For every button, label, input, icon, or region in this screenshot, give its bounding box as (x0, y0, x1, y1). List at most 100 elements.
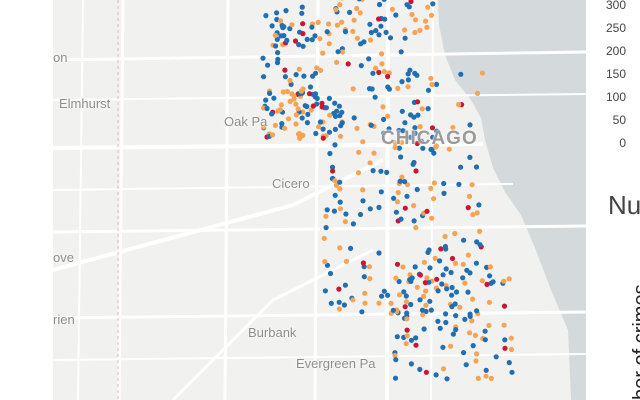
crime-point[interactable] (509, 369, 515, 375)
crime-point[interactable] (400, 128, 406, 134)
crime-point[interactable] (323, 105, 329, 111)
crime-point[interactable] (360, 139, 366, 145)
crime-point[interactable] (487, 264, 493, 270)
crime-point[interactable] (326, 95, 332, 101)
crime-point[interactable] (423, 18, 429, 24)
crime-point[interactable] (412, 125, 418, 131)
crime-point[interactable] (408, 301, 414, 308)
crime-point[interactable] (357, 211, 364, 218)
crime-point[interactable] (328, 300, 334, 306)
crime-point[interactable] (398, 216, 404, 222)
crime-point[interactable] (422, 280, 428, 286)
crime-point[interactable] (403, 299, 409, 305)
crime-point[interactable] (501, 303, 508, 309)
crime-point[interactable] (461, 350, 467, 356)
crime-point[interactable] (452, 230, 458, 237)
crime-point[interactable] (397, 178, 403, 184)
crime-point[interactable] (404, 310, 410, 316)
crime-point[interactable] (376, 1, 383, 8)
crime-point[interactable] (334, 59, 340, 65)
crime-point[interactable] (402, 35, 408, 41)
crime-point[interactable] (264, 105, 270, 112)
crime-point[interactable] (441, 180, 447, 187)
crime-point[interactable] (437, 325, 443, 331)
crime-point[interactable] (433, 144, 439, 150)
crime-point[interactable] (462, 280, 468, 286)
crime-point[interactable] (453, 327, 459, 333)
crime-point[interactable] (441, 190, 447, 196)
crime-point[interactable] (263, 13, 269, 19)
crime-point[interactable] (417, 124, 423, 130)
crime-point[interactable] (310, 103, 316, 109)
crime-point[interactable] (308, 107, 314, 113)
crime-point[interactable] (326, 129, 333, 135)
crime-point[interactable] (433, 372, 439, 378)
crime-point[interactable] (413, 168, 419, 174)
crime-point[interactable] (484, 264, 490, 270)
crime-point[interactable] (362, 290, 368, 296)
crime-point[interactable] (474, 351, 480, 357)
crime-point[interactable] (337, 2, 343, 8)
crime-point[interactable] (263, 97, 269, 103)
crime-point[interactable] (295, 106, 301, 112)
crime-point[interactable] (270, 132, 276, 138)
crime-point[interactable] (292, 38, 299, 44)
crime-point[interactable] (293, 121, 299, 127)
crime-point[interactable] (423, 369, 429, 375)
crime-point[interactable] (370, 168, 376, 174)
crime-point[interactable] (336, 103, 342, 109)
crime-point[interactable] (361, 39, 367, 45)
crime-point[interactable] (427, 265, 433, 271)
crime-point[interactable] (425, 87, 432, 93)
crime-point[interactable] (288, 81, 294, 87)
crime-point[interactable] (395, 85, 401, 91)
crime-point[interactable] (402, 179, 408, 185)
crime-point[interactable] (357, 10, 363, 16)
crime-point[interactable] (305, 111, 311, 117)
crime-point[interactable] (309, 24, 315, 30)
crime-point[interactable] (430, 1, 436, 7)
crime-point[interactable] (366, 56, 372, 62)
crime-point[interactable] (420, 312, 426, 318)
crime-point[interactable] (269, 23, 275, 29)
crime-point[interactable] (452, 260, 459, 266)
crime-point[interactable] (466, 193, 473, 199)
crime-point[interactable] (420, 145, 426, 151)
crime-point[interactable] (355, 170, 362, 176)
crime-point[interactable] (474, 210, 480, 216)
crime-point[interactable] (428, 307, 434, 313)
crime-point[interactable] (508, 346, 515, 353)
crime-point[interactable] (400, 264, 406, 270)
crime-point[interactable] (392, 144, 398, 150)
crime-point[interactable] (440, 272, 446, 278)
crime-point[interactable] (332, 113, 339, 119)
crime-point[interactable] (405, 84, 411, 90)
crime-point[interactable] (399, 108, 405, 114)
crime-point[interactable] (508, 335, 514, 341)
crime-point[interactable] (261, 74, 267, 80)
crime-point[interactable] (280, 89, 286, 95)
crime-point[interactable] (376, 16, 382, 22)
crime-point[interactable] (429, 81, 435, 88)
crime-point[interactable] (476, 202, 482, 208)
crime-point[interactable] (379, 293, 385, 299)
crime-point[interactable] (398, 154, 404, 160)
crime-point[interactable] (278, 18, 284, 24)
crime-point[interactable] (502, 337, 508, 343)
crime-point[interactable] (285, 116, 292, 122)
crime-point[interactable] (401, 289, 407, 295)
crime-point[interactable] (304, 120, 310, 126)
crime-point[interactable] (282, 125, 288, 131)
crime-point[interactable] (402, 120, 408, 126)
crime-point[interactable] (414, 186, 420, 193)
crime-point[interactable] (350, 221, 356, 227)
crime-point[interactable] (376, 69, 382, 75)
crime-point[interactable] (295, 131, 302, 137)
crime-point[interactable] (376, 204, 382, 210)
crime-point[interactable] (442, 233, 448, 240)
crime-point[interactable] (379, 61, 385, 67)
crime-point[interactable] (337, 133, 344, 139)
crime-point[interactable] (273, 43, 279, 49)
crime-point[interactable] (424, 275, 430, 281)
crime-point[interactable] (299, 10, 305, 16)
